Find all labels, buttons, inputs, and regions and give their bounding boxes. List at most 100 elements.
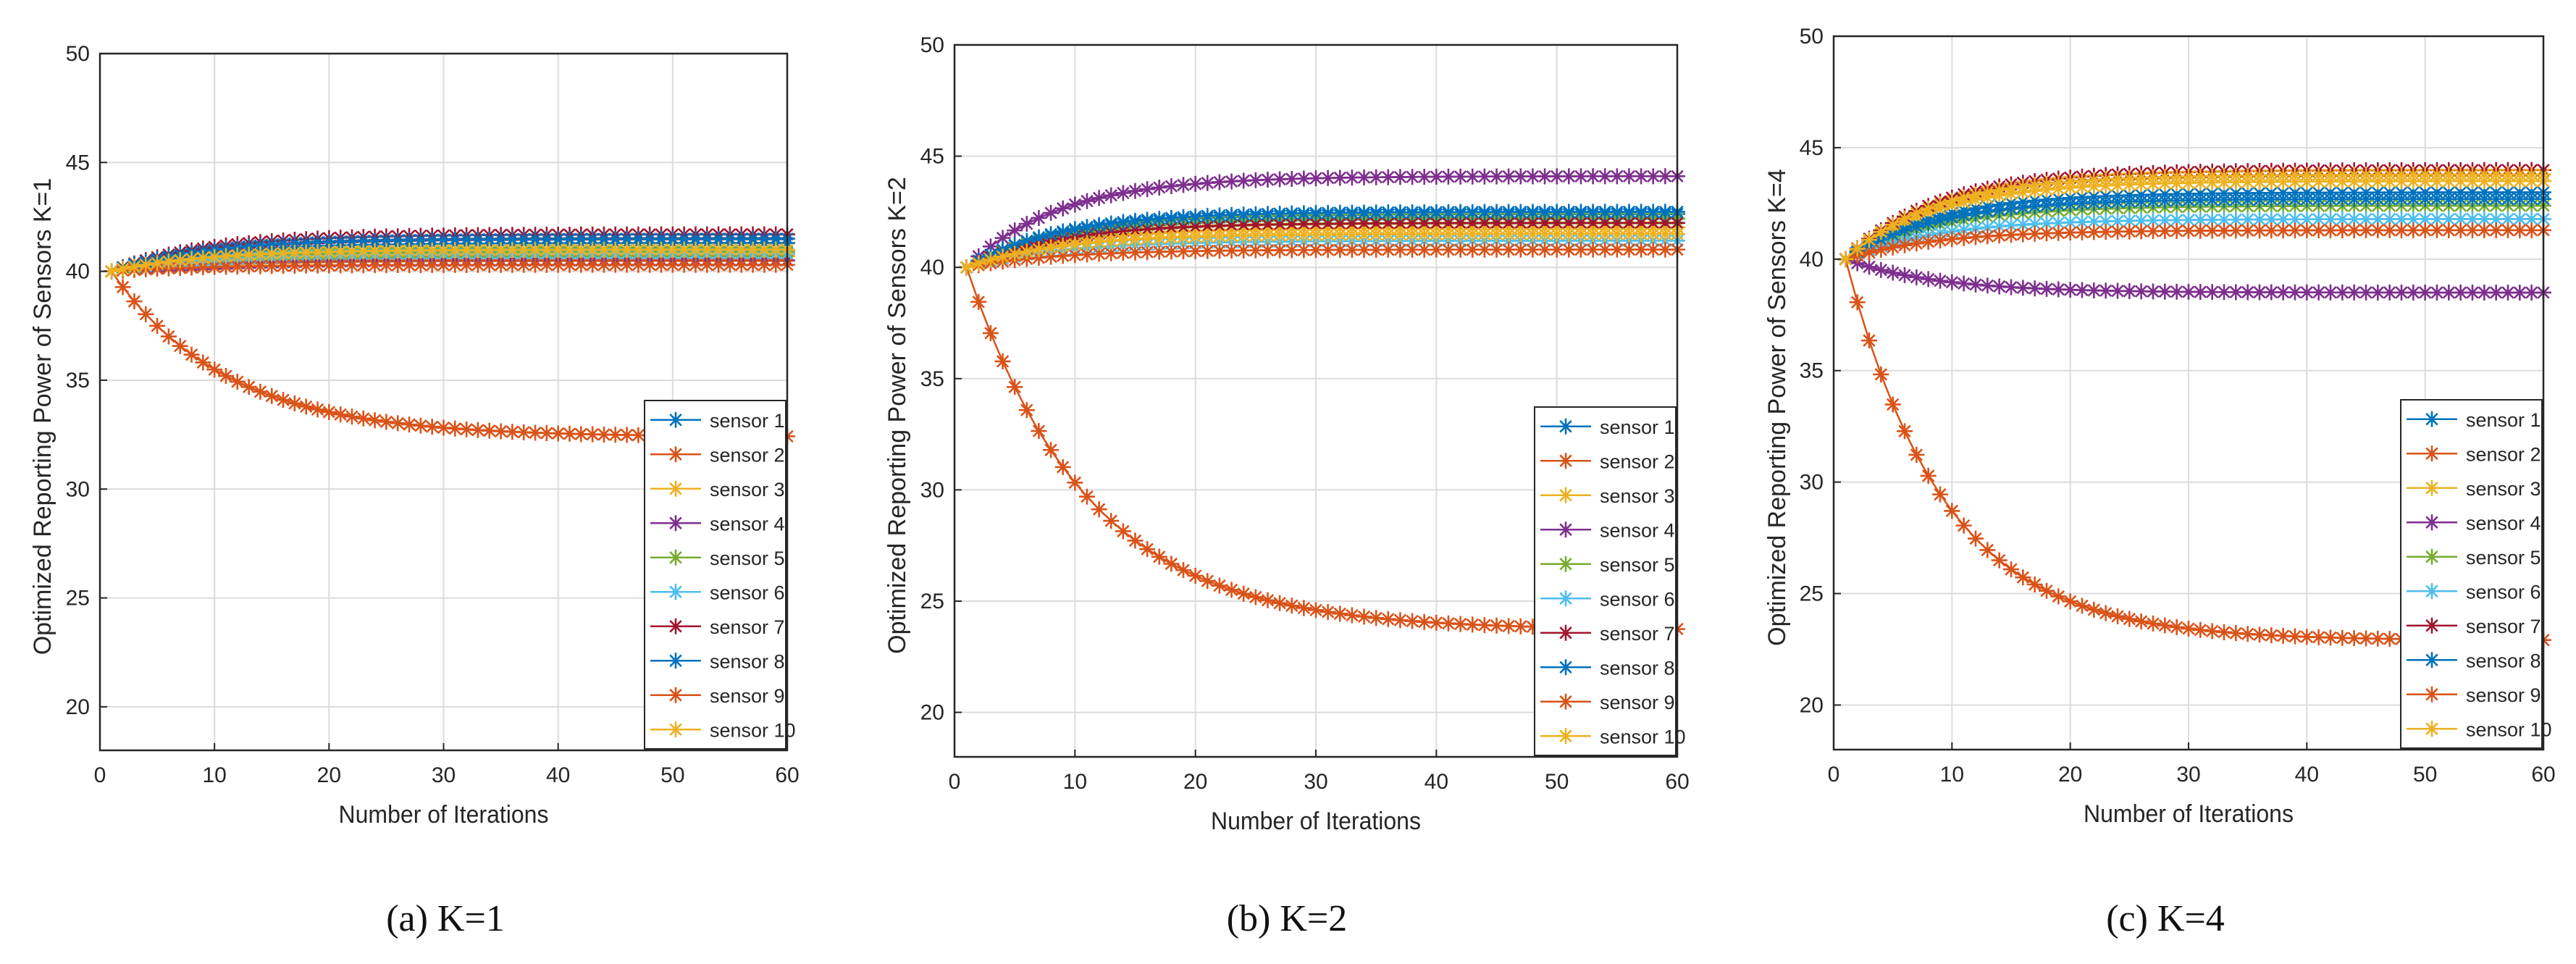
data-point [412,242,429,259]
data-point [1476,204,1493,220]
data-point [1067,236,1083,253]
data-point [355,243,372,259]
data-point [1356,169,1372,185]
data-point [2192,168,2209,185]
series-markers [958,168,1685,276]
data-point [286,244,303,261]
data-point [1235,206,1252,223]
data-point [1175,243,1192,259]
data-point [2097,282,2114,299]
data-point [1139,221,1156,238]
y-tick-label: 45 [66,151,90,175]
data-point [1247,172,1264,188]
data-point [2334,167,2351,183]
data-point [1548,226,1565,243]
legend-box [1534,406,1677,756]
data-point [114,279,131,296]
legend-marker [668,618,684,634]
data-point [424,242,440,259]
data-point [114,261,131,277]
data-point [1272,206,1288,222]
data-point [321,257,337,274]
data-point [1127,222,1144,238]
legend-item: sensor 2 [650,444,785,466]
series-sensor-10 [1837,166,2551,267]
data-point [1440,204,1456,220]
data-point [1452,241,1469,258]
data-point [1332,169,1348,186]
data-point [733,256,750,273]
data-point [561,230,578,247]
data-point [138,256,154,273]
y-tick-label: 25 [920,590,944,613]
data-point [1608,241,1625,258]
legend-box [2400,399,2543,749]
data-point [1968,186,1984,203]
data-point [2110,608,2126,624]
data-point [1054,248,1071,264]
legend-marker [1558,659,1574,676]
data-point [2086,172,2102,188]
data-point [2239,167,2256,184]
data-point [538,241,555,258]
data-point [1031,209,1047,226]
data-point [2181,620,2197,637]
data-point [1991,182,2007,198]
data-point [2074,195,2090,211]
data-point [2145,212,2161,229]
data-point [1368,610,1385,626]
data-point [1537,168,1553,185]
data-point [447,256,463,273]
data-point [1633,168,1650,185]
data-point [1645,226,1661,243]
data-point [1404,204,1421,221]
data-point [2275,211,2291,227]
data-point [561,256,578,273]
data-point [1320,204,1336,221]
data-point [1501,204,1517,220]
data-point [2157,617,2173,634]
data-point [435,419,452,436]
data-point [2429,222,2445,238]
data-point [1259,242,1276,259]
data-point [2429,211,2445,227]
data-point [2157,283,2173,300]
data-point [1151,179,1167,196]
data-point [1392,241,1409,258]
data-point [2263,167,2280,183]
data-point [1897,210,1913,227]
data-point [206,248,223,265]
data-point [1585,226,1601,243]
data-point [1187,208,1204,225]
legend-label: sensor 9 [2466,684,2541,706]
data-point [2003,561,2019,578]
legend: sensor 1 sensor 2 sensor 3 sensor 4 sensor 5… [1534,406,1686,756]
data-point [504,231,521,248]
data-point [1272,216,1288,232]
y-tick-label: 30 [920,478,944,502]
data-point [2441,222,2457,238]
data-point [229,247,246,264]
legend-item: sensor 4 [650,513,785,535]
data-point [2334,211,2351,227]
data-point [1464,226,1481,243]
data-point [1932,486,1948,503]
data-point [2097,213,2114,230]
data-point [1392,169,1409,185]
data-point [1175,177,1192,193]
data-point [229,239,246,256]
data-point [1428,215,1445,232]
legend-item: sensor 3 [650,479,785,500]
data-point [2121,212,2138,229]
data-point [1991,202,2007,219]
data-point [2299,222,2315,239]
data-point [1452,204,1469,220]
data-point [1392,204,1409,221]
data-point [2417,284,2433,301]
data-point [1585,241,1601,258]
data-point [1873,366,1889,382]
data-point [1332,215,1348,232]
data-point [2441,211,2457,227]
data-point [492,242,509,259]
